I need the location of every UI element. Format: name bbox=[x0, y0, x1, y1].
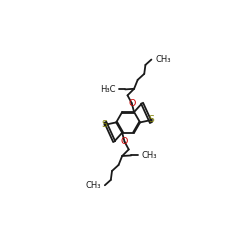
Text: S: S bbox=[102, 120, 108, 130]
Text: CH₃: CH₃ bbox=[155, 55, 171, 64]
Text: H₃C: H₃C bbox=[100, 85, 115, 94]
Text: CH₃: CH₃ bbox=[141, 151, 156, 160]
Text: O: O bbox=[121, 137, 128, 146]
Text: S: S bbox=[149, 116, 154, 124]
Text: O: O bbox=[128, 98, 136, 108]
Text: CH₃: CH₃ bbox=[86, 181, 101, 190]
